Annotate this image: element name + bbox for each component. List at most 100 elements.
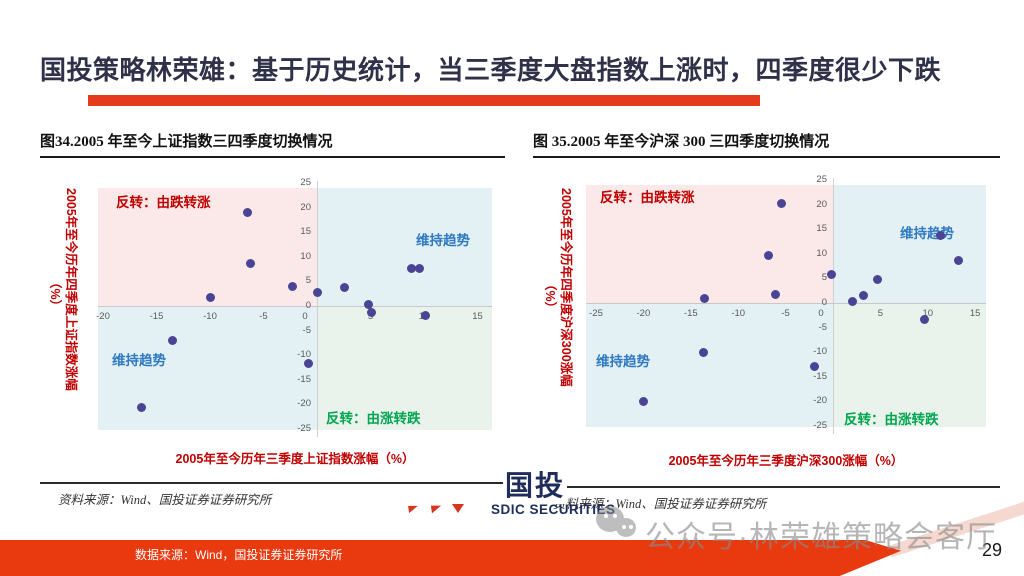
x-axis-line [586, 303, 986, 304]
footer-source-text: 数据来源：Wind，国投证券证券研究所 [135, 548, 343, 562]
x-tick-label: 15 [472, 311, 483, 322]
x-tick-label: -20 [636, 308, 651, 319]
x-axis-label-right-chart: 2005年至今历年三季度沪深300涨幅（%） [668, 454, 904, 468]
y-tick-label: -20 [813, 395, 827, 407]
x-tick-label: -15 [683, 308, 698, 319]
quadrant-bottom-right [317, 306, 492, 430]
x-tick-label: 5 [877, 308, 884, 319]
y-tick-label: -15 [813, 370, 827, 382]
scatter-plot-right: 反转：由跌转涨 维持趋势 维持趋势 反转：由涨转跌 25 20 15 10 5 0 -5 -1… [586, 174, 986, 434]
source-note-left: 资料来源：Wind、国投证券证券研究所 [40, 482, 505, 508]
data-point [858, 290, 868, 300]
x-tick-label: 10 [922, 308, 934, 319]
data-point [809, 362, 819, 372]
data-point [953, 256, 963, 266]
data-point [770, 290, 780, 300]
data-point [826, 269, 836, 279]
x-axis-line [98, 306, 492, 307]
y-tick-label: -5 [302, 324, 311, 336]
y-axis-line [317, 181, 318, 437]
quadrant-label-keep-trend-up: 维持趋势 [900, 226, 954, 241]
data-point [764, 250, 774, 260]
y-tick-label: -15 [297, 373, 311, 385]
x-tick-label: -5 [781, 308, 790, 319]
data-point [242, 208, 252, 218]
data-point [246, 258, 256, 268]
y-tick-label: 15 [300, 226, 311, 238]
y-axis-unit-left-chart: （%） [48, 276, 62, 313]
wechat-icon [596, 506, 642, 548]
logo-red-mark-icon [426, 505, 442, 514]
scatter-plot-left: 反转：由跌转涨 维持趋势 维持趋势 反转：由涨转跌 25 20 15 10 5 0 -5 -1… [96, 177, 492, 437]
x-tick-label: -10 [731, 308, 746, 319]
data-point [303, 359, 313, 369]
quadrant-top-right [833, 185, 986, 303]
x-tick-label: -10 [203, 311, 217, 322]
y-tick-label: 5 [821, 272, 827, 284]
data-point [363, 299, 373, 309]
chart-title-right: 图 35.2005 年至今沪深 300 三四季度切换情况 [533, 130, 1000, 158]
y-tick-label: -5 [818, 321, 827, 333]
data-point [919, 314, 929, 324]
x-tick-label: 0 [818, 308, 824, 319]
quadrant-label-keep-trend-down: 维持趋势 [112, 353, 166, 368]
quadrant-label-keep-trend-down: 维持趋势 [596, 354, 650, 369]
x-axis-label-left-chart: 2005年至今历年三季度上证指数涨幅（%） [175, 452, 415, 466]
y-tick-label: -20 [297, 398, 311, 410]
data-point [698, 347, 708, 357]
page-title: 国投策略林荣雄：基于历史统计，当三季度大盘指数上涨时，四季度很少下跌 [40, 55, 942, 85]
x-tick-label: -25 [589, 308, 603, 319]
y-tick-label: -10 [297, 349, 311, 361]
x-tick-label: -5 [259, 311, 268, 322]
sdic-logo-en: SDIC SECURITIES [491, 502, 616, 517]
quadrant-label-reversal-up: 反转：由跌转涨 [116, 195, 211, 210]
y-tick-label: 0 [305, 300, 311, 311]
y-tick-label: 10 [816, 247, 827, 259]
watermark-text: 公众号·林荣雄策略会客厅 [645, 521, 997, 554]
x-tick-label: 0 [302, 311, 308, 322]
data-point [287, 282, 297, 292]
y-tick-label: 5 [305, 275, 311, 287]
y-tick-label: -25 [297, 423, 311, 434]
x-tick-label: -20 [96, 311, 110, 322]
y-tick-label: 10 [300, 250, 311, 262]
footer-red-band [0, 540, 902, 576]
quadrant-top-left [98, 188, 317, 306]
data-point [848, 297, 858, 307]
y-tick-label: 25 [816, 174, 827, 185]
data-point [420, 311, 430, 321]
y-tick-label: 20 [300, 201, 311, 213]
y-axis-line [833, 178, 834, 434]
quadrant-label-keep-trend-up: 维持趋势 [416, 233, 470, 248]
data-point [406, 263, 416, 273]
quadrant-label-reversal-down: 反转：由涨转跌 [326, 411, 421, 426]
data-point [340, 283, 350, 293]
logo-red-mark-icon [404, 505, 418, 514]
quadrant-label-reversal-up: 反转：由跌转涨 [600, 190, 695, 205]
data-point [312, 287, 322, 297]
y-tick-label: 0 [821, 297, 827, 308]
data-point [168, 335, 178, 345]
y-tick-label: 25 [300, 177, 311, 188]
quadrant-top-left [586, 185, 833, 303]
chart-title-left: 图34.2005 年至今上证指数三四季度切换情况 [40, 130, 505, 158]
data-point [935, 231, 945, 241]
y-tick-label: -25 [813, 420, 827, 431]
data-point [699, 294, 709, 304]
quadrant-bottom-left [98, 306, 317, 430]
title-accent-bar [88, 95, 760, 106]
y-tick-label: 20 [816, 198, 827, 210]
x-tick-label: -15 [149, 311, 164, 322]
data-point [367, 308, 377, 318]
y-axis-unit-right-chart: （%） [543, 278, 557, 315]
page-number: 29 [982, 540, 1003, 560]
data-point [137, 403, 147, 413]
quadrant-label-reversal-down: 反转：由涨转跌 [844, 412, 939, 427]
data-point [873, 275, 883, 285]
y-tick-label: -10 [813, 346, 827, 358]
data-point [638, 396, 648, 406]
quadrant-bottom-left [586, 303, 833, 427]
quadrant-bottom-right [833, 303, 986, 427]
logo-red-mark-icon [452, 504, 464, 513]
data-point [777, 198, 787, 208]
